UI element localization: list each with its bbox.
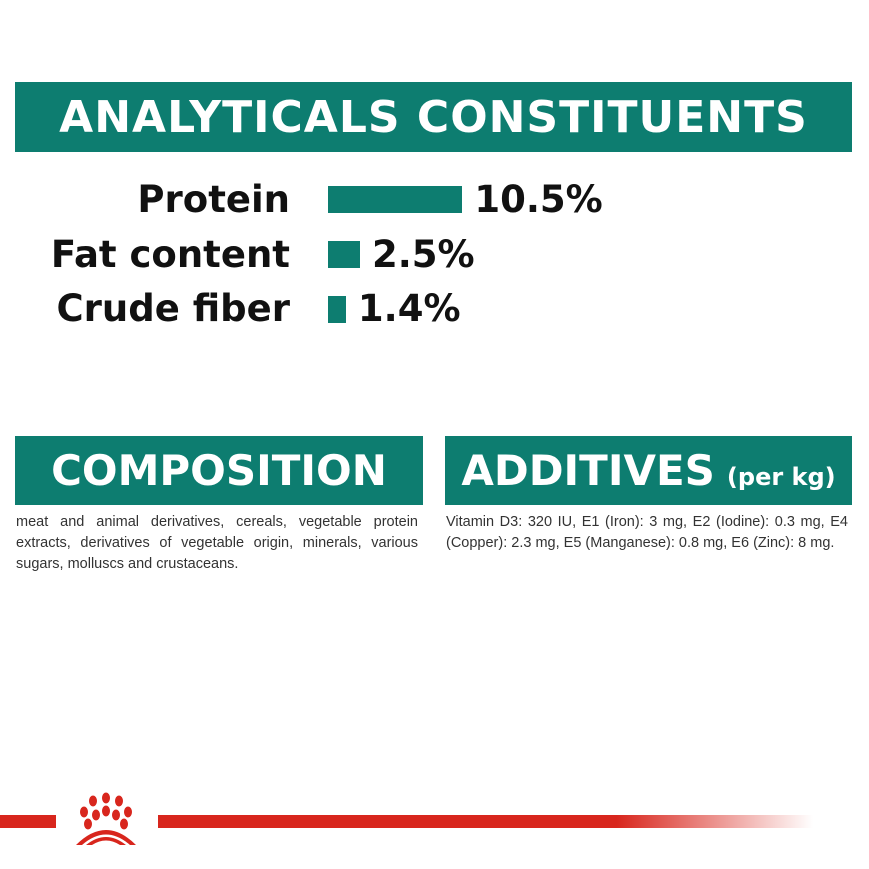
nutrient-label: Protein xyxy=(137,178,290,221)
nutrient-label: Crude fiber xyxy=(56,287,290,330)
crown-icon xyxy=(76,792,136,845)
composition-text: meat and animal derivatives, cereals, ve… xyxy=(16,514,418,572)
nutrient-bar xyxy=(328,186,463,213)
nutrient-bar xyxy=(328,296,346,323)
additives-title: ADDITIVES xyxy=(461,446,715,495)
brand-line-left xyxy=(0,815,56,828)
nutrient-value: 10.5% xyxy=(474,178,603,221)
additives-banner: ADDITIVES (per kg) xyxy=(445,436,852,505)
nutrient-label: Fat content xyxy=(50,233,290,276)
analyticals-title: ANALYTICALS CONSTITUENTS xyxy=(59,91,808,143)
analyticals-banner: ANALYTICALS CONSTITUENTS xyxy=(15,82,852,152)
composition-title: COMPOSITION xyxy=(51,446,387,495)
additives-subtitle: (per kg) xyxy=(726,462,836,491)
brand-line-main xyxy=(158,815,813,828)
nutrient-bar xyxy=(328,241,360,268)
composition-banner: COMPOSITION xyxy=(15,436,423,505)
nutrient-value: 1.4% xyxy=(357,287,461,330)
additives-text: Vitamin D3: 320 IU, E1 (Iron): 3 mg, E2 … xyxy=(446,514,848,551)
nutrient-value: 2.5% xyxy=(372,233,475,276)
